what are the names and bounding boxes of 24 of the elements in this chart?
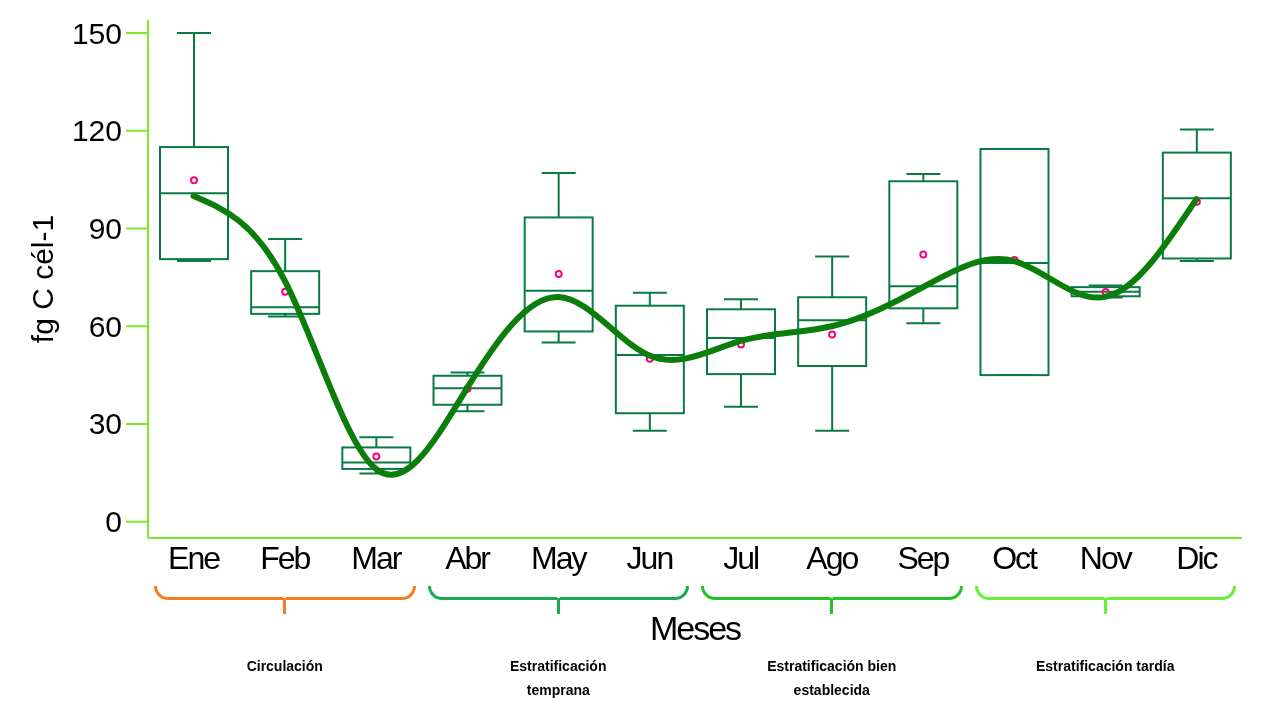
text: Circulación [245, 657, 324, 676]
x-axis-title: Meses [649, 609, 742, 647]
y-tick-label: 90 [88, 212, 122, 245]
text: Estratificación temprana [509, 657, 608, 700]
x-tick-label: Ene [168, 539, 221, 576]
x-tick-label: Sep [897, 539, 950, 576]
x-tick-label: May [531, 539, 588, 576]
x-tick-label: Jul [723, 539, 759, 576]
x-tick-label: Nov [1079, 539, 1133, 576]
y-tick-label: 0 [105, 505, 122, 539]
y-tick-label: 30 [88, 407, 122, 441]
text: Estratificación tardía [1035, 657, 1176, 676]
x-tick-label: Dic [1176, 539, 1219, 576]
x-tick-label: Ago [806, 539, 859, 576]
x-tick-label: Oct [992, 539, 1039, 576]
x-tick-label: Feb [260, 539, 311, 576]
y-tick-label: 120 [71, 114, 122, 148]
y-tick-label: 60 [88, 309, 122, 343]
x-tick-label: Abr [445, 539, 492, 576]
y-tick-label: 150 [71, 16, 122, 50]
text: Estratificación bien establecida [766, 657, 898, 700]
y-axis-title: fg C cél-1 [25, 214, 59, 344]
x-tick-label: Mar [351, 539, 403, 576]
x-tick-label: Jun [626, 539, 673, 576]
